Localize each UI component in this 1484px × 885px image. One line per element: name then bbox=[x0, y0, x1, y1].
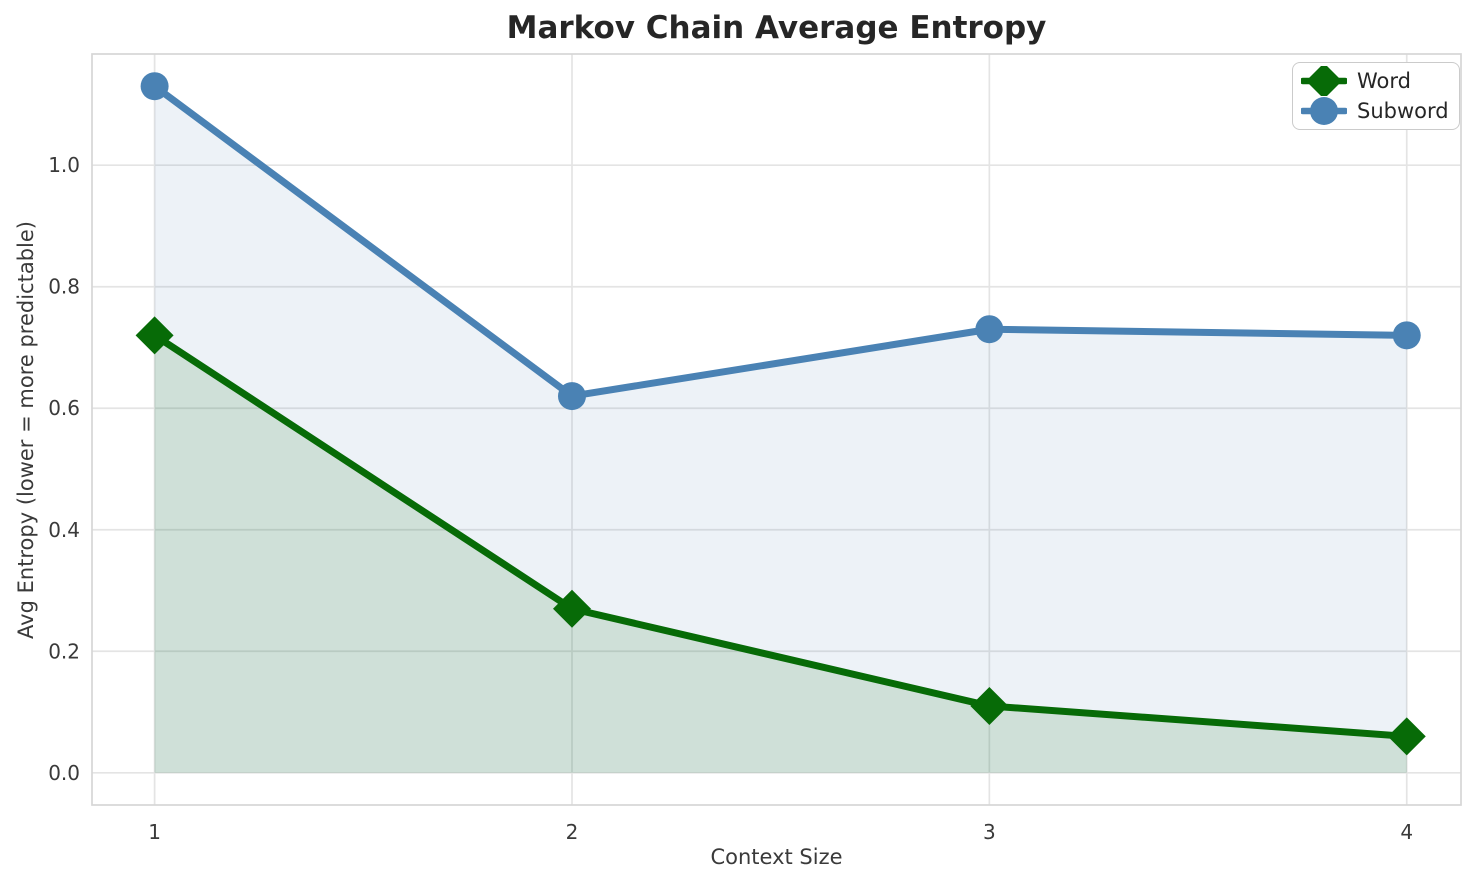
subword-circle-icon bbox=[1301, 97, 1347, 126]
y-tick-label: 0.4 bbox=[48, 518, 80, 542]
legend-label-word: Word bbox=[1357, 68, 1411, 93]
x-tick-label: 4 bbox=[1400, 820, 1413, 844]
y-tick-label: 0.8 bbox=[48, 275, 80, 299]
y-tick-label: 0.6 bbox=[48, 396, 80, 420]
legend-item-word: Word bbox=[1301, 65, 1459, 96]
x-axis-label: Context Size bbox=[710, 845, 843, 869]
subword-marker bbox=[975, 315, 1004, 344]
y-tick-label: 0.0 bbox=[48, 761, 80, 785]
plot-spines bbox=[91, 53, 1462, 806]
y-tick-label: 1.0 bbox=[48, 153, 80, 177]
subword-line bbox=[151, 82, 1411, 400]
x-tick-label: 3 bbox=[983, 820, 996, 844]
y-tick-label: 0.2 bbox=[48, 639, 80, 663]
subword-marker bbox=[557, 382, 586, 411]
legend-label-subword: Subword bbox=[1357, 99, 1449, 124]
y-axis-label: Avg Entropy (lower = more predictable) bbox=[14, 221, 38, 639]
chart-title: Markov Chain Average Entropy bbox=[506, 10, 1047, 46]
legend: Word Subword bbox=[1292, 62, 1460, 130]
word-marker bbox=[135, 316, 174, 355]
word-diamond-icon bbox=[1301, 65, 1347, 96]
legend-item-subword: Subword bbox=[1301, 96, 1459, 126]
word-marker bbox=[1387, 717, 1426, 756]
word-area bbox=[154, 335, 1407, 773]
word-marker bbox=[970, 686, 1009, 725]
x-tick-label: 1 bbox=[148, 820, 161, 844]
subword-marker bbox=[140, 72, 169, 101]
word-marker bbox=[552, 589, 591, 628]
plot-background bbox=[92, 54, 1461, 805]
word-line bbox=[151, 331, 1411, 740]
subword-marker bbox=[1392, 321, 1421, 350]
x-tick-label: 2 bbox=[566, 820, 579, 844]
subword-area bbox=[154, 86, 1407, 773]
